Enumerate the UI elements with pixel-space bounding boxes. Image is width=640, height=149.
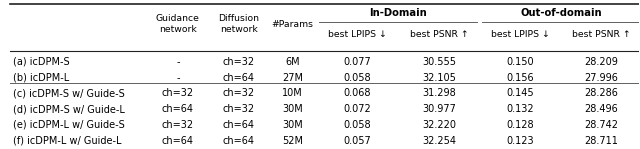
Text: Guidance
network: Guidance network xyxy=(156,14,200,34)
Text: 30M: 30M xyxy=(282,120,303,130)
Text: ch=32: ch=32 xyxy=(162,120,194,130)
Text: 0.057: 0.057 xyxy=(344,136,371,146)
Text: #Params: #Params xyxy=(272,20,314,29)
Text: ch=64: ch=64 xyxy=(223,73,255,83)
Text: 0.156: 0.156 xyxy=(506,73,534,83)
Text: (e) icDPM-L w/ Guide-S: (e) icDPM-L w/ Guide-S xyxy=(13,120,125,130)
Text: 0.123: 0.123 xyxy=(506,136,534,146)
Text: ch=64: ch=64 xyxy=(162,104,194,114)
Text: 30.977: 30.977 xyxy=(422,104,456,114)
Text: 27.996: 27.996 xyxy=(585,73,619,83)
Text: ch=64: ch=64 xyxy=(223,136,255,146)
Text: best PSNR ↑: best PSNR ↑ xyxy=(572,30,631,39)
Text: 0.058: 0.058 xyxy=(344,120,371,130)
Text: 0.077: 0.077 xyxy=(344,57,371,67)
Text: 0.058: 0.058 xyxy=(344,73,371,83)
Text: ch=64: ch=64 xyxy=(223,120,255,130)
Text: (c) icDPM-S w/ Guide-S: (c) icDPM-S w/ Guide-S xyxy=(13,89,125,98)
Text: 0.128: 0.128 xyxy=(506,120,534,130)
Text: 30.555: 30.555 xyxy=(422,57,456,67)
Text: 27M: 27M xyxy=(282,73,303,83)
Text: Diffusion
network: Diffusion network xyxy=(218,14,259,34)
Text: ch=32: ch=32 xyxy=(162,89,194,98)
Text: 10M: 10M xyxy=(282,89,303,98)
Text: -: - xyxy=(176,57,180,67)
Text: Out-of-domain: Out-of-domain xyxy=(520,8,602,18)
Text: best LPIPS ↓: best LPIPS ↓ xyxy=(491,30,550,39)
Text: (f) icDPM-L w/ Guide-L: (f) icDPM-L w/ Guide-L xyxy=(13,136,122,146)
Text: 52M: 52M xyxy=(282,136,303,146)
Text: ch=64: ch=64 xyxy=(162,136,194,146)
Text: 28.742: 28.742 xyxy=(584,120,619,130)
Text: 31.298: 31.298 xyxy=(422,89,456,98)
Text: ch=32: ch=32 xyxy=(223,89,255,98)
Text: 0.145: 0.145 xyxy=(506,89,534,98)
Text: 0.132: 0.132 xyxy=(506,104,534,114)
Text: In-Domain: In-Domain xyxy=(369,8,427,18)
Text: (b) icDPM-L: (b) icDPM-L xyxy=(13,73,70,83)
Text: 28.286: 28.286 xyxy=(585,89,619,98)
Text: -: - xyxy=(176,73,180,83)
Text: 30M: 30M xyxy=(282,104,303,114)
Text: best PSNR ↑: best PSNR ↑ xyxy=(410,30,468,39)
Text: (a) icDPM-S: (a) icDPM-S xyxy=(13,57,70,67)
Text: 6M: 6M xyxy=(285,57,300,67)
Text: best LPIPS ↓: best LPIPS ↓ xyxy=(328,30,387,39)
Text: 28.711: 28.711 xyxy=(585,136,619,146)
Text: 0.150: 0.150 xyxy=(506,57,534,67)
Text: 0.068: 0.068 xyxy=(344,89,371,98)
Text: 32.220: 32.220 xyxy=(422,120,456,130)
Text: 32.105: 32.105 xyxy=(422,73,456,83)
Text: 32.254: 32.254 xyxy=(422,136,456,146)
Text: ch=32: ch=32 xyxy=(223,57,255,67)
Text: 28.209: 28.209 xyxy=(585,57,619,67)
Text: (d) icDPM-S w/ Guide-L: (d) icDPM-S w/ Guide-L xyxy=(13,104,125,114)
Text: 28.496: 28.496 xyxy=(585,104,618,114)
Text: ch=32: ch=32 xyxy=(223,104,255,114)
Text: 0.072: 0.072 xyxy=(344,104,371,114)
